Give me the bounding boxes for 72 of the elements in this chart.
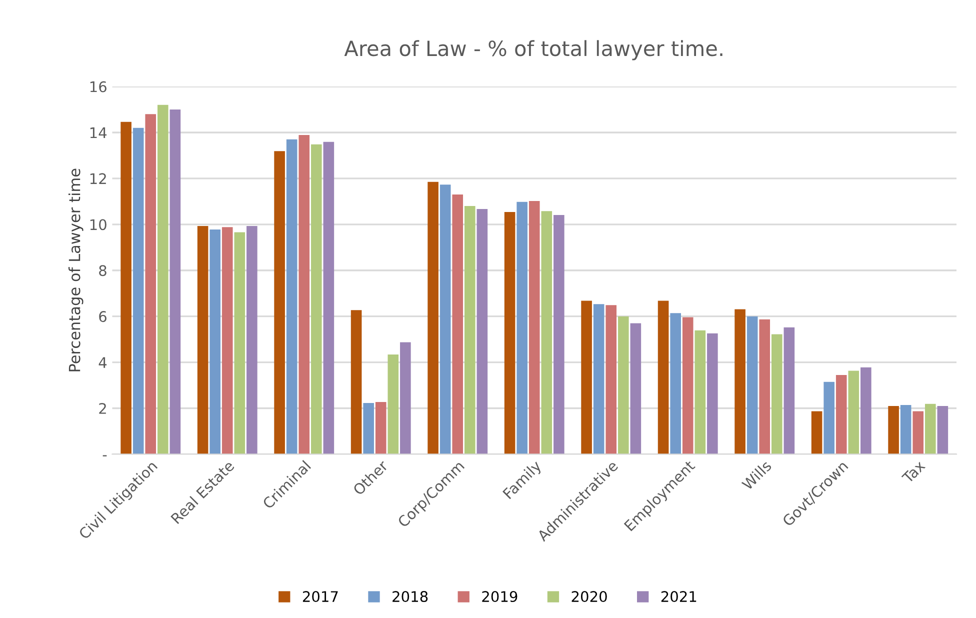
bar <box>924 404 936 454</box>
bar <box>900 405 912 454</box>
bar <box>145 114 156 454</box>
bar <box>694 330 706 454</box>
bar <box>197 226 208 454</box>
bar <box>246 226 258 454</box>
y-axis-title: Percentage of Lawyer time <box>68 168 84 372</box>
bar <box>824 382 834 454</box>
legend-label: 2021 <box>661 591 696 602</box>
y-tick-label: 12 <box>90 173 106 184</box>
bar <box>170 110 181 454</box>
y-tick-label: 10 <box>90 219 106 230</box>
bar <box>734 309 746 454</box>
bar <box>504 212 516 454</box>
bar <box>606 305 617 454</box>
y-tick-label: 6 <box>99 311 106 322</box>
bar <box>310 144 322 454</box>
bar <box>746 316 758 454</box>
bar <box>323 142 334 454</box>
bar <box>658 300 669 454</box>
legend-label: 2020 <box>572 591 607 602</box>
bar <box>222 227 233 454</box>
legend-label: 2017 <box>302 591 338 602</box>
bar <box>848 370 860 454</box>
bar <box>811 411 822 454</box>
bar <box>274 151 285 454</box>
bar <box>400 342 411 454</box>
bar <box>476 209 488 454</box>
bar <box>682 317 694 454</box>
bar <box>516 202 528 454</box>
bar <box>120 122 132 454</box>
bar <box>670 313 681 454</box>
bar <box>157 104 168 454</box>
bar <box>912 411 924 454</box>
y-tick-label: 14 <box>90 127 107 138</box>
legend-label: 2018 <box>392 591 428 602</box>
bar <box>388 354 399 454</box>
bar <box>836 374 847 454</box>
y-tick-label: 2 <box>99 402 106 414</box>
bar <box>234 232 246 454</box>
bar <box>452 194 464 454</box>
legend-label: 2019 <box>482 591 518 602</box>
bar <box>771 334 782 454</box>
y-tick-label: 16 <box>90 81 106 92</box>
bar <box>286 139 298 454</box>
bar <box>707 333 718 454</box>
bar <box>298 135 310 454</box>
bar <box>210 229 220 454</box>
bar <box>630 323 642 454</box>
bar <box>937 406 948 454</box>
bar <box>541 211 552 454</box>
bar <box>618 316 629 454</box>
bar <box>581 300 592 454</box>
bar <box>428 182 438 454</box>
bar <box>132 128 144 454</box>
bar <box>464 206 476 454</box>
chart-title: Area of Law - % of total lawyer time. <box>344 40 722 60</box>
bar <box>375 402 386 454</box>
bar <box>554 214 564 454</box>
bar <box>528 200 540 454</box>
y-tick-label: - <box>102 455 107 456</box>
bar <box>350 310 362 454</box>
y-tick-label: 8 <box>99 265 106 276</box>
x-tick-label: Tax <box>901 460 926 484</box>
bar <box>784 327 795 454</box>
y-tick-label: 4 <box>98 357 107 368</box>
bar <box>759 319 770 454</box>
bar <box>363 402 374 454</box>
bar <box>593 304 604 454</box>
bar <box>888 406 899 454</box>
bar <box>860 367 872 454</box>
bar <box>440 184 451 454</box>
